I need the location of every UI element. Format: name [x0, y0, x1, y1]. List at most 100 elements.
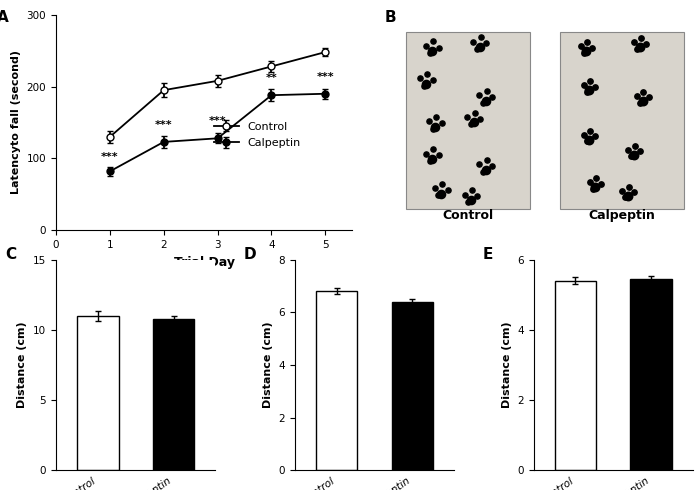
Bar: [631, 279, 672, 470]
Point: [589, 83, 601, 91]
Point: [631, 45, 643, 52]
Point: [486, 162, 498, 170]
Point: [581, 48, 592, 55]
Point: [596, 180, 607, 188]
Point: [634, 43, 645, 51]
Point: [578, 49, 589, 57]
Point: [474, 43, 485, 51]
Point: [584, 136, 595, 144]
Point: [481, 87, 492, 95]
Point: [468, 119, 480, 126]
Point: [635, 98, 646, 106]
Point: [442, 186, 454, 194]
Point: [427, 76, 438, 84]
Point: [477, 99, 489, 107]
Text: ***: ***: [316, 72, 334, 81]
Point: [584, 77, 596, 85]
Point: [626, 152, 637, 160]
Point: [421, 80, 432, 88]
Point: [424, 118, 435, 125]
Point: [629, 142, 641, 150]
Point: [591, 174, 602, 182]
Point: [475, 115, 486, 122]
Point: [578, 81, 589, 89]
Bar: [316, 291, 358, 470]
Point: [575, 43, 587, 50]
Y-axis label: Distance (cm): Distance (cm): [502, 322, 512, 408]
Point: [629, 38, 640, 46]
Point: [617, 187, 628, 195]
Point: [430, 113, 442, 121]
FancyBboxPatch shape: [405, 32, 530, 209]
Point: [436, 119, 447, 127]
Point: [437, 180, 448, 188]
Point: [631, 92, 643, 100]
Point: [622, 146, 634, 154]
Point: [427, 155, 438, 163]
X-axis label: Trial Day: Trial Day: [174, 256, 234, 269]
Point: [472, 193, 483, 200]
Point: [481, 39, 492, 47]
Point: [587, 44, 598, 52]
Text: E: E: [483, 247, 493, 262]
Point: [578, 131, 589, 139]
Text: ***: ***: [155, 120, 173, 130]
Text: A: A: [0, 10, 8, 25]
Point: [418, 82, 429, 90]
Point: [424, 157, 435, 165]
Point: [466, 121, 477, 128]
Point: [427, 125, 438, 133]
Point: [474, 92, 485, 99]
Bar: [391, 302, 433, 470]
Point: [474, 161, 485, 169]
Point: [623, 183, 634, 191]
Point: [635, 34, 646, 42]
Point: [428, 38, 439, 46]
Text: ***: ***: [209, 116, 226, 126]
Text: Control: Control: [442, 209, 493, 221]
Bar: [153, 318, 195, 470]
Bar: [77, 316, 118, 470]
Y-axis label: Latencyto fall (second): Latencyto fall (second): [11, 50, 21, 195]
Point: [433, 151, 444, 159]
Point: [638, 88, 649, 96]
Point: [429, 184, 440, 192]
Point: [466, 186, 477, 194]
Text: Calpeptin: Calpeptin: [589, 209, 655, 221]
Point: [481, 156, 492, 164]
Point: [433, 44, 444, 51]
Y-axis label: Distance (cm): Distance (cm): [18, 322, 27, 408]
Text: B: B: [385, 10, 396, 25]
Point: [430, 123, 441, 131]
Point: [587, 185, 598, 193]
Point: [584, 86, 595, 94]
Point: [421, 150, 432, 158]
Point: [421, 42, 432, 50]
Point: [634, 147, 645, 155]
Point: [435, 190, 447, 197]
Legend: Control, Calpeptin: Control, Calpeptin: [210, 117, 305, 153]
Point: [640, 40, 651, 48]
Point: [428, 146, 439, 153]
Point: [480, 166, 491, 174]
Point: [421, 70, 433, 78]
Point: [584, 178, 595, 186]
Point: [584, 127, 596, 135]
Point: [589, 132, 601, 140]
Text: D: D: [244, 247, 256, 262]
Point: [622, 192, 634, 200]
Point: [589, 183, 601, 191]
Point: [433, 192, 444, 199]
Point: [480, 97, 491, 105]
Point: [628, 189, 639, 196]
FancyBboxPatch shape: [560, 32, 684, 209]
Bar: [554, 281, 596, 470]
Point: [643, 94, 655, 101]
Point: [637, 97, 648, 105]
Point: [582, 38, 593, 46]
Point: [581, 138, 592, 146]
Point: [468, 38, 479, 46]
Point: [414, 74, 426, 82]
Point: [463, 198, 474, 206]
Point: [471, 45, 482, 53]
